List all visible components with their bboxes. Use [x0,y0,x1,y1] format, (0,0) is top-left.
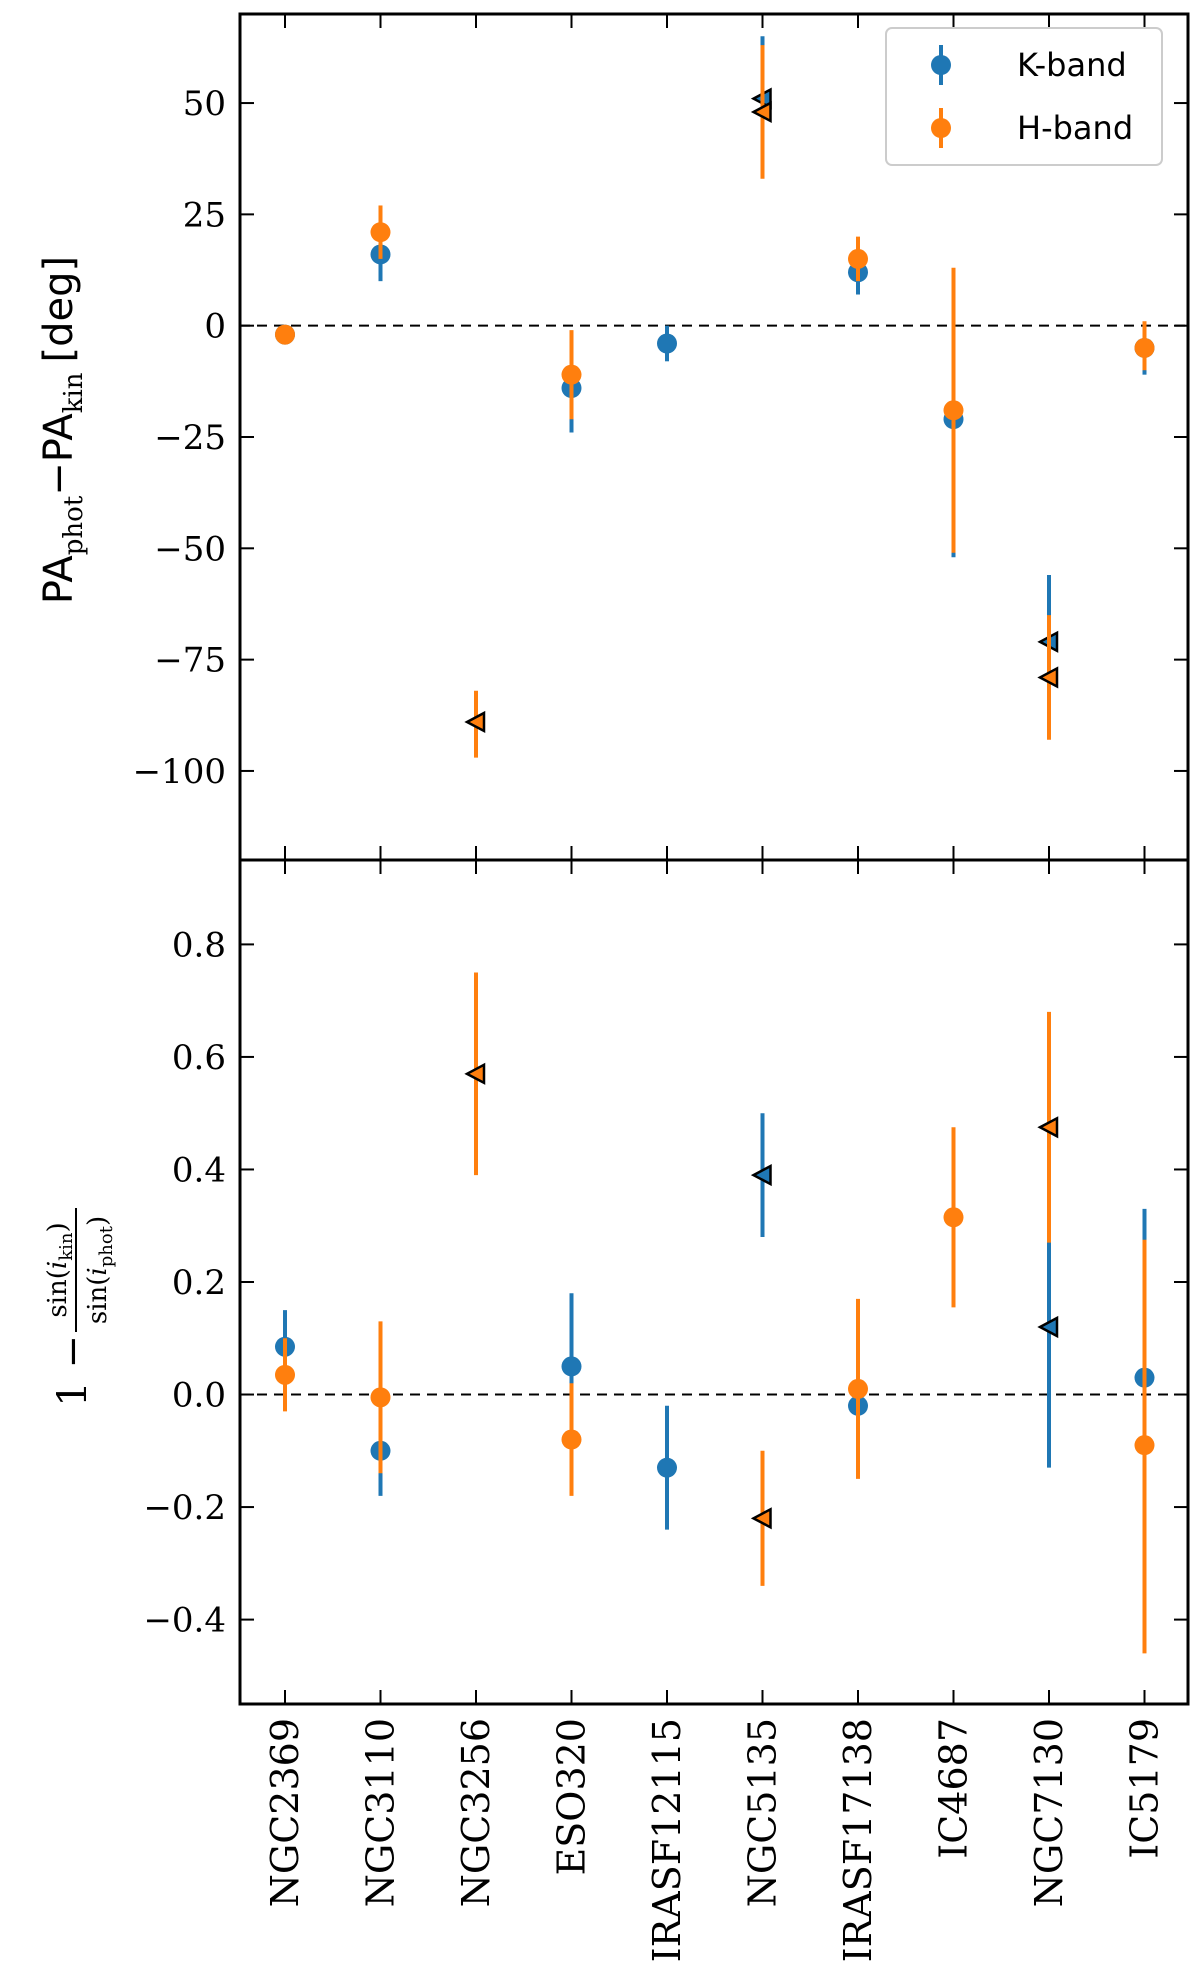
legend-h-band-label: H-band [1017,109,1133,147]
top-h-band-ngc3256-triangle-marker [464,710,486,734]
top-ytick-label: 50 [183,84,226,124]
top-h-band-ngc5135-triangle-marker [750,100,772,124]
top-y-axis-title-text: PAphot−PAkin[deg] [36,256,89,604]
legend-k-band-label: K-band [1017,46,1127,84]
top-h-band-ic4687-point [943,400,964,421]
numerator-sub: kin [56,1232,77,1261]
legend-k-band-marker [931,55,951,75]
top-h-band-eso320-point [561,364,582,385]
bottom-axes-frame [238,858,1190,1706]
bottom-y-axis-title: 1 − sin(ikin) sin(iphot) [43,1208,117,1407]
numerator-var: i [43,1261,73,1269]
bottom-ytick-label: 0.4 [172,1150,226,1190]
bottom-k-band-ngc7130-triangle-marker [1037,1315,1059,1339]
top-h-band-ngc2369-point [275,324,295,345]
bottom-h-band-ic4687-point [943,1207,964,1228]
numerator-close-paren: ) [43,1222,73,1232]
category-label-irasf17138: IRASF17138 [836,1718,880,1962]
bottom-h-band-ngc3110-point [370,1387,391,1408]
category-label-ic5179: IC5179 [1123,1718,1167,1859]
top-k-band-irasf12115-point [657,333,677,354]
denominator-close-paren: ) [83,1216,113,1226]
top-ytick-label: −50 [154,529,226,569]
bottom-k-band-irasf12115-point [657,1457,677,1478]
bottom-panel-marks [240,972,1188,1654]
category-label-irasf12115: IRASF12115 [645,1718,689,1962]
bottom-h-band-ngc5135-triangle-marker [750,1507,772,1530]
pa-phot-base: PA [36,555,82,605]
unit-label: [deg] [36,256,82,363]
minus-sign: − [36,462,82,496]
bottom-h-band-ngc7130-triangle-marker [1037,1116,1059,1139]
legend-h-band-marker [931,118,951,138]
top-panel-marks [240,36,1188,758]
bottom-ytick-label: 0.2 [172,1263,226,1303]
denominator-open-paren: ( [83,1276,113,1286]
bottom-h-band-irasf17138-point [848,1378,868,1399]
top-ytick-label: 0 [204,307,226,347]
legend: K-band H-band [885,27,1163,166]
bottom-ytick-label: −0.4 [143,1601,226,1641]
fraction-numerator: sin(ikin) [43,1222,77,1317]
top-h-band-ngc7130-triangle-marker [1037,666,1059,689]
pa-kin-base: PA [36,413,82,463]
bottom-h-band-ic5179-point [1134,1435,1155,1456]
numerator-sin: sin [43,1279,73,1318]
top-h-band-ic5179-point [1134,337,1155,358]
category-label-ngc7130: NGC7130 [1027,1718,1071,1907]
bottom-panel: 0.80.60.40.20.0−0.2−0.4 1 − sin(ikin) si… [43,858,1190,1706]
top-y-axis-title: PAphot−PAkin[deg] [36,256,89,604]
legend-frame [885,27,1163,166]
top-ytick-label: −75 [154,641,226,681]
bottom-ytick-label: 0.8 [172,925,226,965]
denominator-sin: sin [83,1285,113,1324]
top-h-band-ngc3110-point [370,222,391,243]
bottom-ytick-label: 0.0 [172,1376,226,1416]
bottom-k-band-eso320-point [561,1356,582,1377]
category-label-ngc2369: NGC2369 [263,1718,307,1907]
top-ytick-label: −100 [133,752,226,792]
category-label-ngc3256: NGC3256 [454,1718,498,1907]
category-labels: NGC2369 NGC3110 NGC3256 ESO320 IRASF12115 NGC… [263,1718,1167,1962]
bottom-h-band-ngc2369-point [275,1364,295,1385]
category-label-eso320: ESO320 [550,1718,594,1875]
bottom-ytick-label: 0.6 [172,1038,226,1078]
category-label-ngc3110: NGC3110 [359,1718,403,1907]
denominator-sub: phot [96,1225,117,1267]
bottom-ytick-label: −0.2 [143,1488,226,1528]
top-ytick-label: 25 [183,195,226,235]
fraction-denominator: sin(iphot) [83,1216,117,1324]
numerator-open-paren: ( [43,1269,73,1279]
category-label-ic4687: IC4687 [932,1718,976,1859]
pa-kin-sub: kin [59,372,89,413]
denominator-var: i [83,1267,113,1275]
bottom-k-band-ngc5135-triangle-marker [750,1164,772,1187]
bottom-h-band-eso320-point [561,1429,582,1450]
one-minus-text: 1 − [50,1335,96,1407]
pa-phot-sub: phot [59,495,89,555]
bottom-h-band-ngc3256-triangle-marker [464,1062,486,1085]
top-h-band-irasf17138-point [848,248,868,269]
bottom-panel-axes: 0.8 0.6 0.4 0.2 0.0 −0.2 −0.4 [143,858,1190,1706]
top-ytick-label: −25 [154,418,226,458]
category-label-ngc5135: NGC5135 [741,1718,785,1907]
